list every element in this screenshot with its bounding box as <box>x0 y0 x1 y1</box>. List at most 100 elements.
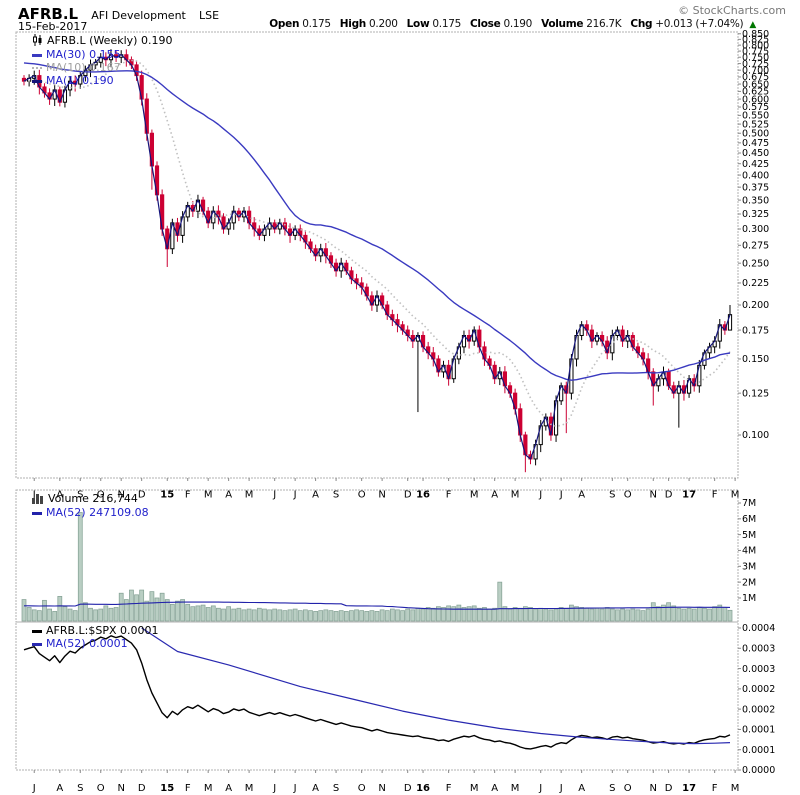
price-legend-title: AFRB.L (Weekly) 0.190 <box>47 34 173 47</box>
svg-text:J: J <box>538 490 542 501</box>
exchange-name: LSE <box>198 9 220 22</box>
chg-label: Chg <box>630 18 653 30</box>
svg-text:N: N <box>378 783 385 794</box>
volume-axis-labels: 7M 6M 5M 4M 3M 2M 1M <box>738 498 756 604</box>
volume-ma-swatch <box>32 511 42 515</box>
svg-text:F: F <box>185 490 191 501</box>
ratio-axis-labels: 0.0004 0.0003 0.0003 0.0002 0.0002 0.0001 0.00… <box>738 623 775 776</box>
copyright-text: © StockCharts.com <box>678 4 786 17</box>
svg-text:0.625: 0.625 <box>742 87 769 98</box>
up-triangle-icon: ▲ <box>749 20 756 30</box>
svg-text:0.450: 0.450 <box>742 148 769 159</box>
volume-legend-ma-row: MA(52) 247109.08 <box>32 506 149 519</box>
svg-text:J: J <box>272 490 276 501</box>
svg-text:F: F <box>446 490 452 501</box>
svg-text:A: A <box>491 490 498 501</box>
svg-text:3M: 3M <box>742 562 756 573</box>
svg-text:15: 15 <box>160 490 174 501</box>
svg-text:S: S <box>609 490 615 501</box>
svg-text:J: J <box>559 783 563 794</box>
svg-text:16: 16 <box>416 490 430 501</box>
svg-text:16: 16 <box>416 783 430 794</box>
svg-text:F: F <box>446 783 452 794</box>
svg-text:M: M <box>731 783 740 794</box>
svg-text:J: J <box>559 490 563 501</box>
svg-text:M: M <box>511 490 520 501</box>
svg-text:0.0000: 0.0000 <box>742 765 775 776</box>
close-value: 0.190 <box>503 18 533 30</box>
ratio-ma-legend: MA(52) 0.0001 <box>46 637 128 650</box>
ratio-ma-swatch <box>32 642 42 646</box>
svg-text:5M: 5M <box>742 530 756 541</box>
ratio-legend-title: AFRB.L:$SPX 0.0001 <box>46 624 159 637</box>
svg-text:O: O <box>358 783 366 794</box>
volume-label: Volume <box>541 18 584 30</box>
svg-text:0.275: 0.275 <box>742 241 769 252</box>
svg-text:6M: 6M <box>742 514 756 525</box>
svg-text:0.300: 0.300 <box>742 224 769 235</box>
open-value: 0.175 <box>302 18 331 30</box>
header-title-row: AFRB.L AFI Development LSE <box>18 4 219 23</box>
svg-text:D: D <box>665 490 673 501</box>
svg-text:O: O <box>97 783 105 794</box>
chart-date: 15-Feb-2017 <box>18 20 88 33</box>
svg-text:O: O <box>624 490 632 501</box>
ma10-swatch <box>32 67 42 69</box>
svg-text:0.575: 0.575 <box>742 102 769 113</box>
quote-summary-row: Open 0.175 High 0.200 Low 0.175 Close 0.… <box>269 18 756 30</box>
svg-text:0.325: 0.325 <box>742 209 769 220</box>
price-legend-ma10-row: MA(10) 0.167 <box>32 61 121 74</box>
svg-text:S: S <box>77 490 83 501</box>
close-label: Close <box>470 18 501 30</box>
low-label: Low <box>406 18 430 30</box>
price-legend-title-row: AFRB.L (Weekly) 0.190 <box>32 34 172 49</box>
svg-text:N: N <box>117 490 124 501</box>
svg-text:D: D <box>404 490 412 501</box>
svg-text:A: A <box>312 490 319 501</box>
svg-text:M: M <box>245 783 254 794</box>
svg-text:0.0004: 0.0004 <box>742 623 775 634</box>
ratio-legend-ma-row: MA(52) 0.0001 <box>32 637 128 650</box>
svg-text:0.350: 0.350 <box>742 195 769 206</box>
ma30-swatch <box>32 53 42 57</box>
ma1-legend: MA(1) 0.190 <box>46 74 114 87</box>
svg-text:A: A <box>225 490 232 501</box>
svg-text:0.850: 0.850 <box>742 29 769 40</box>
histogram-icon <box>32 493 44 507</box>
svg-text:M: M <box>470 783 479 794</box>
candles-layer <box>21 49 733 473</box>
svg-text:2M: 2M <box>742 577 756 588</box>
ticker-symbol: AFRB.L <box>18 5 79 23</box>
volume-ma-legend: MA(52) 247109.08 <box>46 506 149 519</box>
ma30-line <box>23 62 731 381</box>
price-legend-ma30-row: MA(30) 0.155 <box>32 48 121 61</box>
svg-text:17: 17 <box>682 783 696 794</box>
svg-text:M: M <box>731 490 740 501</box>
ratio-line-swatch <box>32 629 42 633</box>
svg-text:0.750: 0.750 <box>742 52 769 63</box>
svg-text:0.0002: 0.0002 <box>742 704 775 715</box>
ma1-swatch <box>32 79 42 83</box>
svg-text:J: J <box>538 783 542 794</box>
svg-text:15: 15 <box>160 783 174 794</box>
volume-bars-layer <box>21 512 733 622</box>
svg-text:0.650: 0.650 <box>742 79 769 90</box>
svg-text:M: M <box>204 783 213 794</box>
ratio-legend-title-row: AFRB.L:$SPX 0.0001 <box>32 624 159 637</box>
panel-borders <box>15 31 739 771</box>
svg-text:N: N <box>117 783 124 794</box>
svg-text:0.100: 0.100 <box>742 430 769 441</box>
svg-text:O: O <box>624 783 632 794</box>
svg-text:0.400: 0.400 <box>742 170 769 181</box>
high-label: High <box>339 18 366 30</box>
svg-text:S: S <box>77 783 83 794</box>
svg-text:0.600: 0.600 <box>742 94 769 105</box>
month-axis-labels: J A S O N D 15 F M A M J J A S O N D 16 F M A M J J A S O N D 17 F MJ A S O… <box>32 478 740 794</box>
volume-legend-title: Volume 216,744 <box>48 492 138 505</box>
svg-text:J: J <box>293 783 297 794</box>
svg-text:0.125: 0.125 <box>742 388 769 399</box>
svg-text:J: J <box>293 490 297 501</box>
svg-text:4M: 4M <box>742 546 756 557</box>
svg-text:N: N <box>650 783 657 794</box>
svg-text:0.225: 0.225 <box>742 278 769 289</box>
